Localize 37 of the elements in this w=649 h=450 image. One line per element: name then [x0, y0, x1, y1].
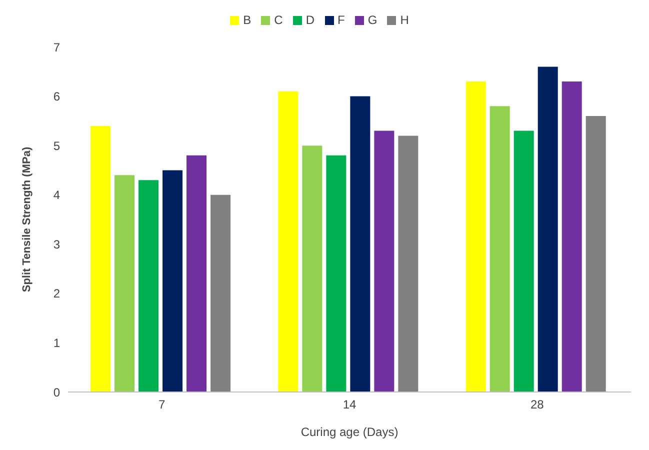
bar: [114, 175, 135, 392]
y-tick-label: 3: [53, 237, 60, 252]
bar: [562, 82, 582, 392]
bar: [302, 146, 322, 392]
y-tick-label: 1: [53, 336, 60, 350]
bar: [374, 130, 394, 392]
x-tick-label: 28: [530, 398, 544, 412]
y-tick-label: 4: [53, 188, 60, 202]
bar: [490, 106, 510, 392]
x-axis-title: Curing age (Days): [300, 425, 398, 439]
bar: [538, 66, 558, 392]
bar: [210, 194, 231, 392]
bar: [138, 180, 159, 392]
y-tick-label: 2: [53, 286, 60, 301]
y-axis-title: Split Tensile Strength (MPa): [20, 146, 33, 292]
bar: [586, 116, 606, 392]
legend-label: B: [243, 13, 252, 27]
bar: [514, 130, 534, 392]
bar: [278, 91, 298, 392]
bar: [350, 96, 370, 392]
legend-label: H: [400, 13, 409, 27]
legend-label: G: [368, 13, 378, 27]
y-tick-label: 7: [53, 40, 60, 54]
bar: [186, 155, 207, 392]
bar: [466, 82, 486, 392]
bar: [398, 136, 418, 392]
y-tick-label: 5: [53, 138, 60, 153]
y-tick-label: 6: [53, 90, 60, 104]
x-tick-label: 7: [158, 398, 166, 412]
legend-label: F: [338, 13, 345, 27]
bar: [162, 170, 183, 392]
bar: [326, 155, 346, 392]
legend-label: D: [306, 13, 314, 27]
bar: [90, 126, 111, 392]
x-tick-label: 14: [342, 398, 356, 412]
y-tick-label: 0: [53, 385, 60, 400]
legend-label: C: [274, 13, 283, 27]
